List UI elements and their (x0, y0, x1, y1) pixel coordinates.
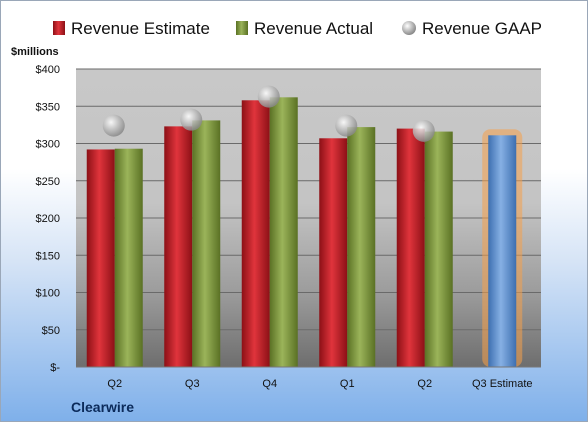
bar-revenue-actual (347, 127, 376, 367)
y-tick-label: $300 (36, 139, 60, 151)
marker-revenue-gaap (257, 85, 280, 108)
legend-swatch-revenue-actual (236, 21, 248, 35)
legend-label-revenue-gaap: Revenue GAAP (422, 19, 542, 38)
bars (86, 97, 523, 368)
legend-label-revenue-actual: Revenue Actual (254, 19, 373, 38)
y-tick-label: $250 (36, 176, 60, 188)
y-axis-ticks: $- $50 $100 $150 $200 $250 $300 $350 $400 (36, 64, 61, 374)
x-tick-label: Q1 (340, 378, 355, 390)
x-tick-label: Q4 (262, 378, 277, 390)
bar-revenue-actual (269, 97, 298, 367)
bar-revenue-estimate (396, 128, 425, 367)
x-tick-label: Q2 (417, 378, 432, 390)
x-tick-label: Q2 (107, 378, 122, 390)
gridlines (76, 68, 541, 331)
marker-revenue-gaap (335, 114, 358, 137)
legend-label-revenue-estimate: Revenue Estimate (71, 19, 210, 38)
unit-label: $millions (11, 46, 59, 58)
bar-revenue-estimate (164, 126, 193, 368)
company-name: Clearwire (71, 399, 134, 415)
x-tick-label: Q3 Estimate (472, 378, 533, 390)
y-tick-label: $150 (36, 250, 60, 262)
x-axis-labels: Q2 Q3 Q4 Q1 Q2 Q3 Estimate (107, 378, 532, 390)
legend: Revenue Estimate Revenue Actual Revenue … (53, 19, 542, 38)
legend-swatch-revenue-gaap (402, 21, 416, 35)
y-tick-label: $350 (36, 101, 60, 113)
bar-revenue-actual (192, 120, 221, 367)
bar-revenue-actual (424, 131, 453, 367)
marker-revenue-gaap (102, 114, 125, 137)
y-tick-label: $400 (36, 64, 60, 76)
marker-revenue-gaap (412, 119, 435, 142)
bar-revenue-actual (114, 148, 143, 367)
x-tick-label: Q3 (185, 378, 200, 390)
legend-swatch-revenue-estimate (53, 21, 65, 35)
marker-revenue-gaap (180, 108, 203, 131)
gaap-markers (102, 85, 435, 142)
bar-q3-estimate (488, 135, 517, 367)
y-tick-label: $200 (36, 213, 60, 225)
bar-revenue-estimate (86, 149, 115, 367)
bar-revenue-estimate (319, 138, 348, 367)
bar-revenue-estimate (241, 100, 270, 367)
y-tick-label: $- (50, 362, 60, 374)
y-tick-label: $100 (36, 288, 60, 300)
y-tick-label: $50 (42, 325, 60, 337)
